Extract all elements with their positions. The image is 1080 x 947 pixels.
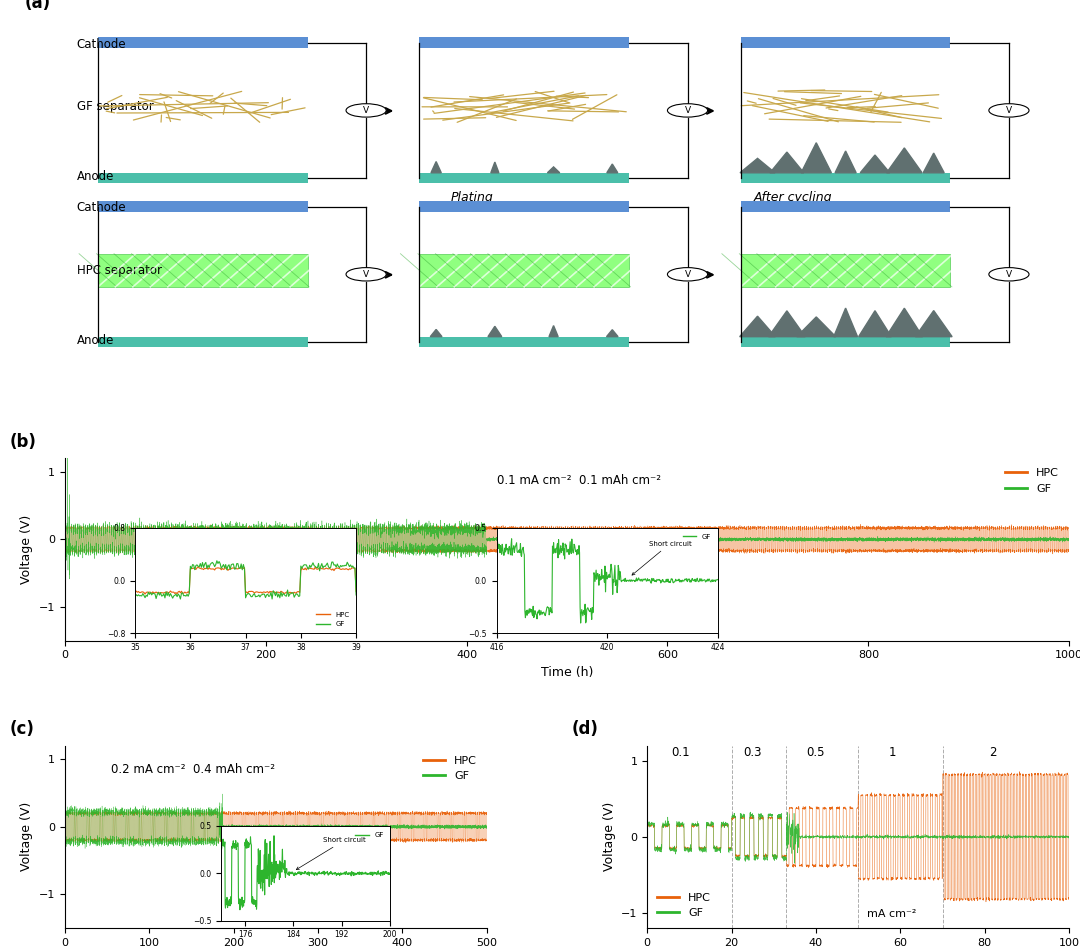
Text: mA cm⁻²: mA cm⁻² [867, 909, 917, 919]
Text: (b): (b) [10, 433, 37, 451]
Bar [741, 254, 950, 287]
Circle shape [346, 104, 387, 117]
Text: Cathode: Cathode [77, 202, 126, 214]
Legend: HPC, GF: HPC, GF [652, 888, 716, 922]
Text: (c): (c) [10, 721, 35, 739]
Bar [419, 172, 629, 184]
Bar [419, 337, 629, 348]
Polygon shape [740, 158, 775, 172]
Y-axis label: Voltage (V): Voltage (V) [21, 515, 33, 584]
Bar [98, 337, 308, 348]
Polygon shape [859, 311, 891, 337]
Polygon shape [801, 143, 832, 172]
Bar [98, 201, 308, 212]
Text: V: V [1005, 106, 1012, 115]
Polygon shape [770, 152, 804, 172]
Text: GF separator: GF separator [77, 99, 153, 113]
Circle shape [989, 268, 1029, 281]
Y-axis label: Voltage (V): Voltage (V) [21, 802, 33, 871]
Polygon shape [430, 330, 442, 337]
Text: Anode: Anode [77, 170, 114, 184]
Polygon shape [490, 162, 499, 172]
Polygon shape [488, 327, 502, 337]
Bar [98, 254, 308, 287]
Polygon shape [835, 151, 856, 172]
Circle shape [346, 268, 387, 281]
Text: V: V [685, 270, 690, 278]
Text: 0.2 mA cm⁻²  0.4 mAh cm⁻²: 0.2 mA cm⁻² 0.4 mAh cm⁻² [111, 762, 275, 776]
Circle shape [667, 104, 707, 117]
Bar [419, 201, 629, 212]
Bar [98, 172, 308, 184]
Text: Cathode: Cathode [77, 38, 126, 50]
Polygon shape [887, 148, 922, 172]
Bar [741, 172, 950, 184]
Polygon shape [607, 330, 618, 337]
Polygon shape [607, 164, 618, 172]
Bar [741, 37, 950, 48]
Y-axis label: Voltage (V): Voltage (V) [603, 802, 616, 871]
Polygon shape [431, 162, 442, 172]
Text: V: V [1005, 270, 1012, 278]
Text: 1: 1 [888, 746, 895, 759]
Bar [419, 254, 629, 287]
Bar [741, 201, 950, 212]
Text: V: V [685, 106, 690, 115]
Text: (d): (d) [571, 721, 598, 739]
Legend: HPC, GF: HPC, GF [1001, 464, 1064, 498]
Text: V: V [363, 106, 369, 115]
Circle shape [989, 104, 1029, 117]
Polygon shape [923, 153, 944, 172]
Text: 0.5: 0.5 [807, 746, 825, 759]
Text: Anode: Anode [77, 334, 114, 348]
Bar [419, 37, 629, 48]
Bar [741, 337, 950, 348]
X-axis label: Time (h): Time (h) [541, 666, 593, 679]
Text: 2: 2 [989, 746, 997, 759]
Polygon shape [860, 155, 890, 172]
Text: 0.3: 0.3 [743, 746, 761, 759]
Polygon shape [740, 316, 775, 337]
Polygon shape [886, 308, 922, 337]
Legend: HPC, GF: HPC, GF [418, 751, 482, 786]
Text: HPC separator: HPC separator [77, 264, 162, 277]
Text: After cycling: After cycling [754, 191, 833, 205]
Text: 0.1: 0.1 [672, 746, 690, 759]
Text: Plating: Plating [450, 191, 492, 205]
Circle shape [667, 268, 707, 281]
Bar [98, 37, 308, 48]
Polygon shape [834, 308, 858, 337]
Text: (a): (a) [25, 0, 51, 12]
Polygon shape [549, 326, 558, 337]
Polygon shape [769, 311, 806, 337]
Polygon shape [915, 311, 953, 337]
Polygon shape [548, 167, 559, 172]
Polygon shape [797, 317, 836, 337]
Text: V: V [363, 270, 369, 278]
Text: 0.1 mA cm⁻²  0.1 mAh cm⁻²: 0.1 mA cm⁻² 0.1 mAh cm⁻² [497, 474, 661, 487]
